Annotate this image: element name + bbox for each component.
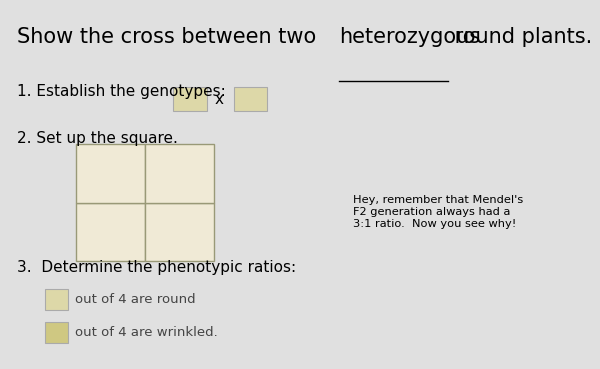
FancyBboxPatch shape xyxy=(145,203,214,261)
Text: 2. Set up the square.: 2. Set up the square. xyxy=(17,131,178,146)
Text: 3.  Determine the phenotypic ratios:: 3. Determine the phenotypic ratios: xyxy=(17,259,296,275)
FancyBboxPatch shape xyxy=(173,87,207,111)
FancyBboxPatch shape xyxy=(76,203,145,261)
FancyBboxPatch shape xyxy=(45,289,68,310)
Text: heterozygous: heterozygous xyxy=(339,27,481,47)
FancyBboxPatch shape xyxy=(76,144,145,203)
Text: Show the cross between two: Show the cross between two xyxy=(17,27,323,47)
Text: 1. Establish the genotypes:: 1. Establish the genotypes: xyxy=(17,84,226,99)
Text: Hey, remember that Mendel's
F2 generation always had a
3:1 ratio.  Now you see w: Hey, remember that Mendel's F2 generatio… xyxy=(353,196,523,229)
Text: round plants.: round plants. xyxy=(448,27,592,47)
Text: x: x xyxy=(215,92,224,107)
Text: out of 4 are round: out of 4 are round xyxy=(75,293,196,306)
FancyBboxPatch shape xyxy=(145,144,214,203)
FancyBboxPatch shape xyxy=(234,87,267,111)
FancyBboxPatch shape xyxy=(45,322,68,344)
Text: out of 4 are wrinkled.: out of 4 are wrinkled. xyxy=(75,326,218,339)
